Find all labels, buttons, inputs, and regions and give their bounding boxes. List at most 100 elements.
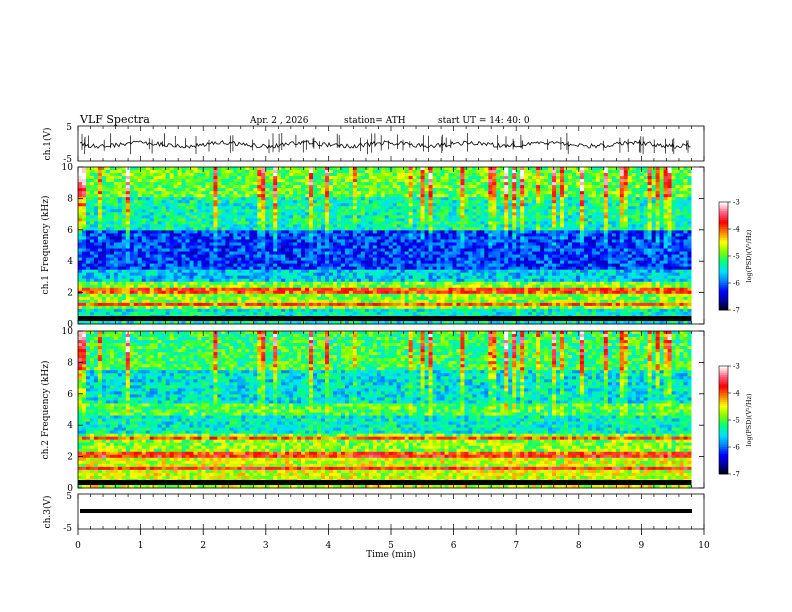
- spectrogram-cell: [161, 182, 167, 186]
- spectrogram-cell: [571, 236, 577, 240]
- spectrogram-cell: [484, 206, 489, 210]
- spectrogram-cell: [683, 245, 688, 249]
- spectrogram-cell: [109, 194, 115, 198]
- spectrogram-cell: [305, 224, 310, 228]
- spectrogram-cell: [177, 236, 182, 240]
- spectrogram-cell: [631, 203, 637, 207]
- spectrogram-cell: [516, 260, 521, 265]
- spectrogram-cell: [400, 224, 406, 228]
- spectrogram-cell: [468, 224, 473, 228]
- spectrogram-cell: [185, 233, 190, 237]
- spectrogram-cell: [575, 218, 581, 222]
- spectrogram-cell: [197, 227, 202, 231]
- spectrogram-cell: [432, 182, 437, 186]
- spectrogram-cell: [269, 224, 274, 228]
- spectrogram-cell: [133, 194, 139, 198]
- spectrogram-cell: [536, 194, 541, 198]
- spectrogram-cell: [145, 257, 151, 261]
- spectrogram-cell: [185, 245, 190, 249]
- spectrogram-cell: [659, 254, 664, 258]
- spectrogram-cell: [101, 260, 107, 265]
- spectrogram-cell: [552, 245, 557, 249]
- spectrogram-cell: [436, 257, 441, 261]
- spectrogram-cell: [113, 215, 119, 219]
- spectrogram-cell: [540, 227, 545, 231]
- spectrogram-cell: [328, 188, 334, 192]
- spectrogram-cell: [480, 176, 485, 180]
- spectrogram-cell: [432, 227, 437, 231]
- spectrogram-cell: [78, 182, 83, 186]
- spectrogram-cell: [575, 251, 581, 255]
- spectrogram-cell: [536, 242, 541, 246]
- spectrogram-cell: [488, 260, 493, 265]
- spectrogram-cell: [289, 236, 294, 240]
- spectrogram-cell: [400, 260, 406, 265]
- spectrogram-cell: [595, 251, 601, 255]
- spectrogram-cell: [384, 197, 390, 201]
- spectrogram-cell: [324, 170, 330, 174]
- spectrogram-cell: [392, 206, 398, 210]
- spectrogram-cell: [157, 212, 163, 216]
- spectrogram-cell: [185, 200, 190, 204]
- spectrogram-cell: [277, 230, 282, 234]
- spectrogram-cell: [376, 242, 382, 246]
- spectrogram-cell: [404, 221, 410, 225]
- spectrogram-cell: [93, 224, 99, 228]
- spectrogram-cell: [113, 248, 119, 252]
- spectrogram-cell: [496, 176, 501, 180]
- spectrogram-cell: [336, 239, 342, 243]
- spectrogram-cell: [416, 224, 421, 228]
- spectrogram-cell: [237, 182, 242, 186]
- spectrogram-cell: [552, 242, 557, 246]
- spectrogram-cell: [380, 182, 386, 186]
- spectrogram-cell: [340, 248, 346, 252]
- spectrogram-cell: [317, 179, 322, 183]
- spectrogram-cell: [528, 179, 533, 183]
- spectrogram-cell: [675, 251, 680, 255]
- spectrogram-cell: [631, 188, 637, 192]
- spectrogram-cell: [368, 182, 374, 186]
- spectrogram-cell: [273, 233, 278, 237]
- spectrogram-cell: [412, 200, 418, 204]
- spectrogram-cell: [603, 170, 609, 174]
- spectrogram-cell: [532, 239, 537, 243]
- spectrogram-cell: [544, 203, 549, 207]
- spectrogram-cell: [599, 239, 605, 243]
- spectrogram-cell: [639, 200, 645, 204]
- spectrogram-cell: [197, 170, 202, 174]
- spectrogram-cell: [364, 215, 370, 219]
- spectrogram-cell: [603, 167, 609, 171]
- spectrogram-cell: [281, 197, 286, 201]
- spectrogram-cell: [101, 194, 107, 198]
- spectrogram-cell: [476, 209, 481, 213]
- spectrogram-cell: [643, 197, 649, 201]
- spectrogram-cell: [257, 179, 262, 183]
- spectrogram-cell: [671, 203, 676, 207]
- spectrogram-cell: [619, 206, 625, 210]
- spectrogram-cell: [512, 224, 517, 228]
- spectrogram-cell: [663, 182, 668, 186]
- spectrogram-cell: [504, 248, 509, 252]
- spectrogram-cell: [496, 227, 501, 231]
- spectrogram-cell: [392, 245, 398, 249]
- spectrogram-cell: [209, 179, 214, 183]
- spectrogram-cell: [121, 224, 127, 228]
- spectrogram-cell: [448, 167, 453, 171]
- spectrogram-cell: [209, 191, 214, 195]
- spectrogram-cell: [293, 230, 298, 234]
- spectrogram-cell: [456, 197, 461, 201]
- spectrogram-cell: [655, 218, 661, 222]
- spectrogram-cell: [663, 200, 668, 204]
- spectrogram-cell: [161, 242, 167, 246]
- spectrogram-cell: [643, 200, 649, 204]
- spectrogram-cell: [432, 233, 437, 237]
- spectrogram-cell: [309, 188, 314, 192]
- spectrogram-cell: [173, 182, 178, 186]
- spectrogram-cell: [528, 188, 533, 192]
- spectrogram-cell: [297, 221, 302, 225]
- spectrogram-cell: [496, 185, 501, 189]
- spectrogram-cell: [575, 227, 581, 231]
- spectrogram-cell: [500, 224, 505, 228]
- spectrogram-cell: [233, 179, 238, 183]
- spectrogram-cell: [245, 248, 250, 252]
